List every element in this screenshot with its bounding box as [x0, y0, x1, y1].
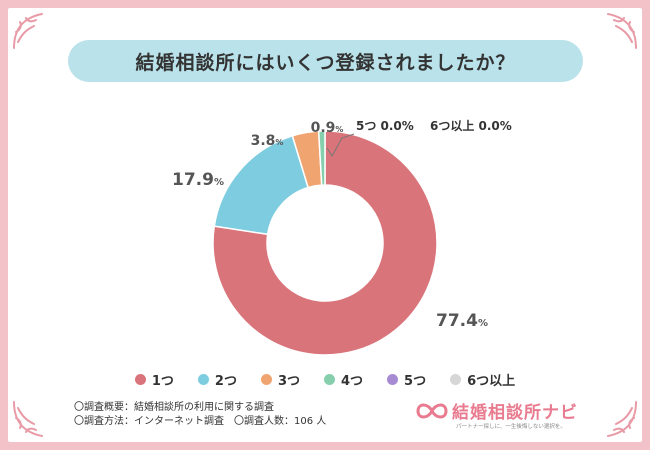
donut-chart: 77.4% 17.9% 3.8% 0.9% 5つ 0.0% 6つ以上 0.0% — [172, 118, 512, 356]
data-label-1: 77.4% — [436, 311, 488, 331]
legend-item-6: 6つ以上 — [450, 370, 515, 389]
leader-line — [326, 133, 355, 157]
legend-label: 2つ — [214, 374, 237, 389]
infinity-heart-icon — [416, 403, 448, 419]
corner-ornament-icon — [607, 401, 637, 437]
legend-label: 5つ — [404, 374, 427, 389]
legend-item-5: 5つ — [387, 370, 426, 389]
brand-tagline: パートナー探しに、一生後悔しない選択を。 — [456, 424, 566, 430]
pie-slice-1 — [212, 130, 438, 356]
chart-title: 結婚相談所にはいくつ登録されましたか？ — [68, 40, 583, 82]
data-label-2: 17.9% — [172, 170, 224, 190]
pie-slice-2 — [213, 134, 310, 236]
zero-slices-label: 5つ 0.0% 6つ以上 0.0% — [356, 118, 512, 133]
legend-item-1: 1つ — [134, 370, 174, 389]
data-label-4: 0.9% — [311, 120, 344, 136]
legend-label: 4つ — [341, 374, 364, 389]
corner-ornament-icon — [607, 13, 637, 49]
corner-ornament-icon — [13, 401, 43, 437]
data-label-3: 3.8% — [251, 133, 284, 149]
survey-summary: 〇調査概要：結婚相談所の利用に関する調査 — [74, 402, 274, 413]
legend-item-3: 3つ — [260, 370, 300, 389]
brand-name: 結婚相談所ナビ — [452, 403, 578, 423]
corner-ornament-icon — [13, 13, 43, 49]
survey-count: 〇調査人数：106 人 — [234, 416, 327, 427]
pie-slice-4 — [317, 130, 326, 186]
legend-swatch — [387, 374, 399, 385]
survey-notes: 〇調査概要：結婚相談所の利用に関する調査 〇調査方法：インターネット調査 〇調査… — [74, 401, 326, 429]
legend-swatch — [197, 374, 209, 385]
legend-label: 6つ以上 — [467, 374, 516, 389]
legend-item-4: 4つ — [324, 370, 363, 389]
legend-swatch — [324, 374, 335, 385]
brand-logo-block: 結婚相談所ナビ パートナー探しに、一生後悔しない選択を。 — [414, 398, 594, 432]
legend-swatch — [450, 374, 462, 385]
legend-swatch — [134, 374, 146, 385]
survey-method: 〇調査方法：インターネット調査 — [74, 416, 224, 427]
legend-label: 3つ — [277, 374, 300, 389]
legend: 1つ 2つ 3つ 4つ 5つ 6つ以上 — [8, 370, 642, 389]
legend-label: 1つ — [151, 374, 174, 389]
legend-swatch — [260, 374, 272, 385]
card: 結婚相談所にはいくつ登録されましたか？ 77.4% 17.9% 3.8% 0.9% 5つ… — [8, 8, 642, 442]
legend-item-2: 2つ — [197, 370, 237, 389]
